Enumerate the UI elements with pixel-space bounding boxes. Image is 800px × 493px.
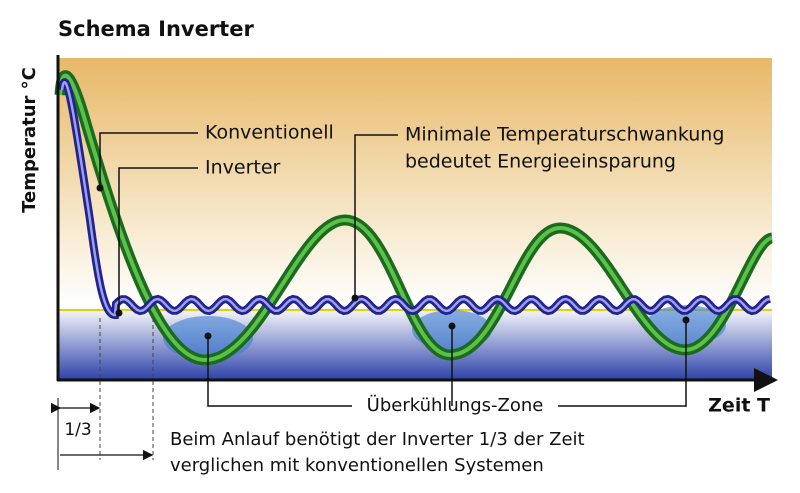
leader bbox=[99, 132, 198, 188]
leader bbox=[118, 167, 198, 313]
label-fluctuation-1: Minimale Temperaturschwankung bbox=[405, 124, 724, 146]
leader bbox=[354, 134, 398, 298]
x-axis-label: Zeit T bbox=[708, 395, 770, 417]
label-third: 1/3 bbox=[64, 420, 91, 440]
dot bbox=[682, 316, 690, 324]
dot bbox=[96, 184, 104, 192]
leader bbox=[558, 320, 687, 407]
dot bbox=[351, 294, 359, 302]
label-conventional: Konventionell bbox=[205, 122, 334, 144]
dot bbox=[448, 322, 456, 330]
conventional-curve-highlight bbox=[58, 73, 773, 363]
leader bbox=[207, 336, 352, 407]
note-2: verglichen mit konventionellen Systemen bbox=[170, 455, 544, 476]
note-1: Beim Anlauf benötigt der Inverter 1/3 de… bbox=[170, 429, 585, 450]
title: Schema Inverter bbox=[58, 17, 254, 41]
label-fluctuation-2: bedeutet Energieeinsparung bbox=[405, 151, 676, 173]
label-inverter: Inverter bbox=[205, 157, 281, 179]
label-overcooling: Überkühlungs-Zone bbox=[367, 394, 544, 416]
dot bbox=[204, 332, 212, 340]
dot bbox=[115, 309, 123, 317]
inverter-curve-highlight bbox=[60, 81, 771, 317]
y-axis-label: Temperatur °C bbox=[19, 67, 40, 213]
